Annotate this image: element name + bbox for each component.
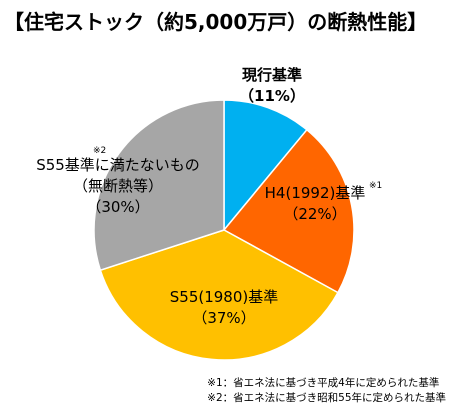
slice-label2-below-s55: （無断熱等） (73, 177, 163, 195)
slice-value-s55: （37%） (192, 309, 255, 327)
pie-labels: 現行基準 （11%） H4(1992)基準 ※1 （22%） S55(1980)… (36, 66, 382, 327)
footnote-2: ※2：省エネ法に基づき昭和55年に定められた基準 (207, 392, 446, 404)
pie-slice-0 (223, 99, 308, 233)
slice-label-below-s55: S55基準に満たないもの (36, 156, 200, 174)
slice-note-h4: ※1 (369, 181, 382, 191)
footnote-1: ※1：省エネ法に基づき平成4年に定められた基準 (207, 377, 440, 389)
pie-slice-3 (93, 99, 225, 272)
pie-slices (93, 99, 355, 361)
chart-title: 【住宅ストック（約5,000万戸）の断熱性能】 (4, 10, 428, 34)
slice-label-current: 現行基準 (242, 66, 302, 84)
slice-label-h4: H4(1992)基準 (265, 184, 366, 202)
slice-value-current: （11%） (239, 87, 305, 105)
pie-slice-2 (99, 229, 339, 361)
slice-value-below-s55: （30%） (86, 198, 149, 216)
slice-label-s55: S55(1980)基準 (170, 288, 279, 306)
slice-note-below-s55: ※2 (93, 146, 106, 156)
pie-slice-1 (222, 128, 355, 294)
slice-value-h4: （22%） (283, 205, 346, 223)
footnotes: ※1：省エネ法に基づき平成4年に定められた基準 ※2：省エネ法に基づき昭和55年… (207, 376, 446, 406)
